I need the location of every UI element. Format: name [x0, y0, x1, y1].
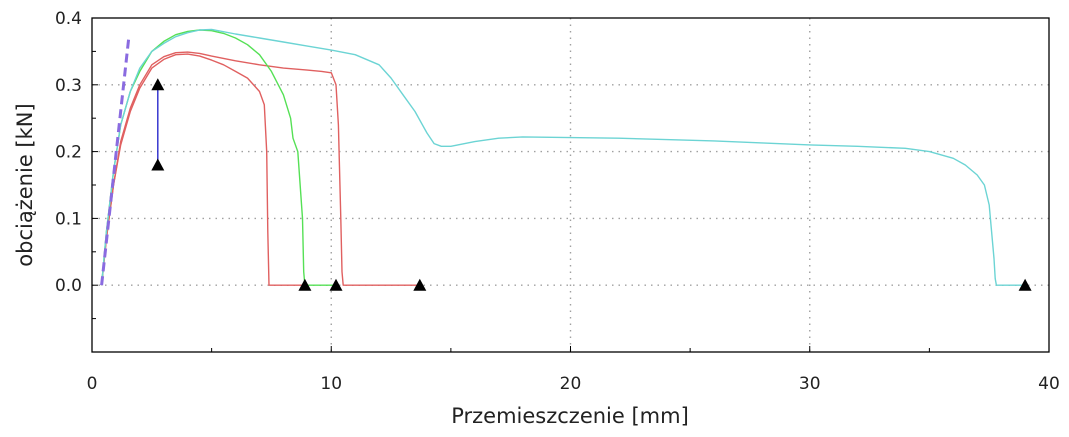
x-tick-labels: 0 10 20 30 40 — [87, 374, 1060, 394]
series-line-2 — [100, 51, 420, 286]
markers-group — [151, 78, 1032, 291]
reference-lines — [100, 34, 131, 286]
y-tick-label: 0.1 — [55, 209, 82, 229]
series-line-1 — [100, 53, 305, 286]
series-group — [100, 28, 1026, 286]
triangle-marker — [298, 278, 312, 291]
reference-line-1 — [100, 34, 131, 286]
triangle-marker — [329, 278, 343, 291]
x-tick-label: 30 — [799, 374, 821, 394]
triangle-marker — [151, 78, 165, 91]
x-tick-label: 40 — [1038, 374, 1060, 394]
triangle-marker — [1018, 278, 1032, 291]
y-tick-labels: 0.0 0.1 0.2 0.3 0.4 — [55, 9, 82, 296]
x-tick-label: 0 — [87, 374, 98, 394]
y-tick-label: 0.4 — [55, 9, 82, 29]
x-axis-title: Przemieszczenie [mm] — [451, 404, 689, 428]
series-line-4 — [100, 28, 1026, 286]
y-tick-label: 0.0 — [55, 276, 82, 296]
triangle-marker — [151, 158, 165, 171]
x-tick-label: 10 — [320, 374, 342, 394]
triangle-marker — [413, 278, 427, 291]
y-axis-title: obciążenie [kN] — [13, 103, 37, 266]
x-tick-label: 20 — [560, 374, 582, 394]
plot-frame — [91, 17, 1050, 353]
y-tick-label: 0.3 — [55, 76, 82, 96]
plot-area — [92, 18, 1049, 352]
y-tick-label: 0.2 — [55, 143, 82, 163]
